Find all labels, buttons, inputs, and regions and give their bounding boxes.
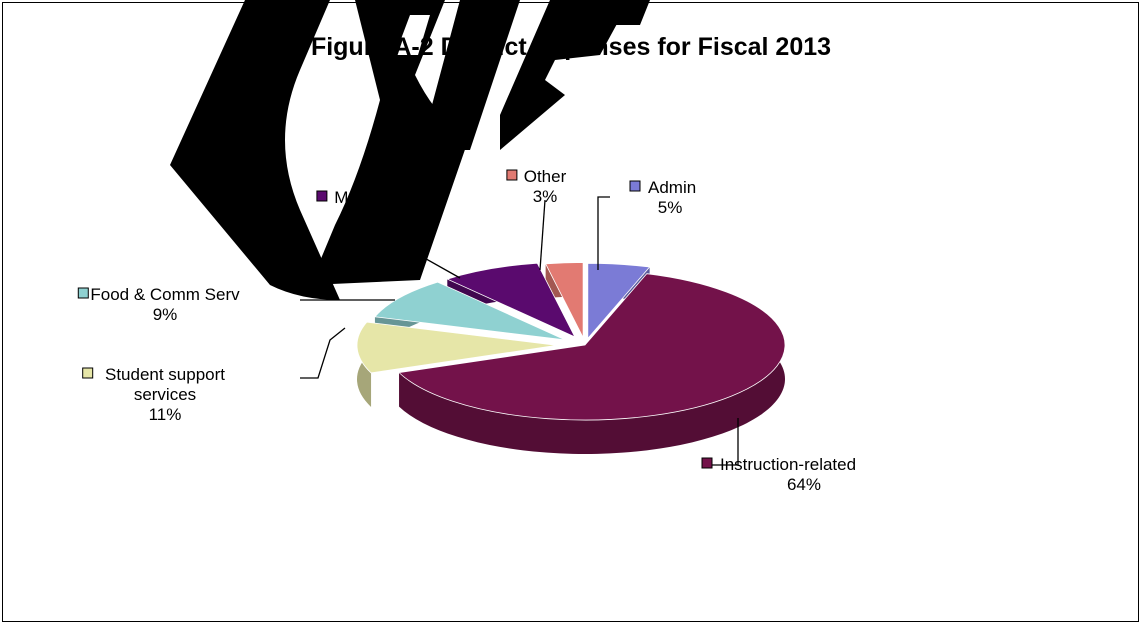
slice-name-label-4: Maint xyxy=(334,188,376,207)
legend-key-2 xyxy=(82,367,94,379)
slice-name-label-5: Other xyxy=(524,167,567,186)
slice-name-label-0: Admin xyxy=(648,178,696,197)
slice-percent-label-5: 3% xyxy=(533,187,558,206)
slice-percent-label-2: 11% xyxy=(149,405,182,424)
pie-slice-4 xyxy=(446,262,576,338)
legend-key-4 xyxy=(316,190,328,202)
draft-watermark xyxy=(170,0,650,300)
legend-key-0 xyxy=(629,180,641,192)
leader-line-5 xyxy=(539,199,546,271)
pie-slice-0 xyxy=(587,262,651,340)
leader-line-4 xyxy=(379,232,461,279)
legend-key-3 xyxy=(77,287,89,299)
slice-percent-label-4: 8% xyxy=(343,208,368,227)
leader-line-2 xyxy=(300,327,346,379)
slice-name-label-2: Student support xyxy=(105,365,225,384)
slice-name-label-1: Instruction-related xyxy=(720,455,856,474)
leader-line-1 xyxy=(705,418,739,466)
legend-key-5 xyxy=(506,169,518,181)
slice-name-label-2: services xyxy=(134,385,196,404)
slice-percent-label-0: 5% xyxy=(658,198,683,217)
pie-slice-2 xyxy=(356,321,558,374)
pie-slice-5 xyxy=(545,262,584,338)
slice-percent-label-3: 9% xyxy=(153,305,178,324)
slice-percent-label-1: 64% xyxy=(787,475,821,494)
pie-slice-1 xyxy=(398,273,786,421)
slice-name-label-3: Food & Comm Serv xyxy=(90,285,240,304)
leader-line-0 xyxy=(597,196,610,270)
chart-title: Figure A-2 District Expenses for Fiscal … xyxy=(310,33,832,61)
legend-key-1 xyxy=(701,457,713,469)
pie-slice-3 xyxy=(374,281,566,341)
